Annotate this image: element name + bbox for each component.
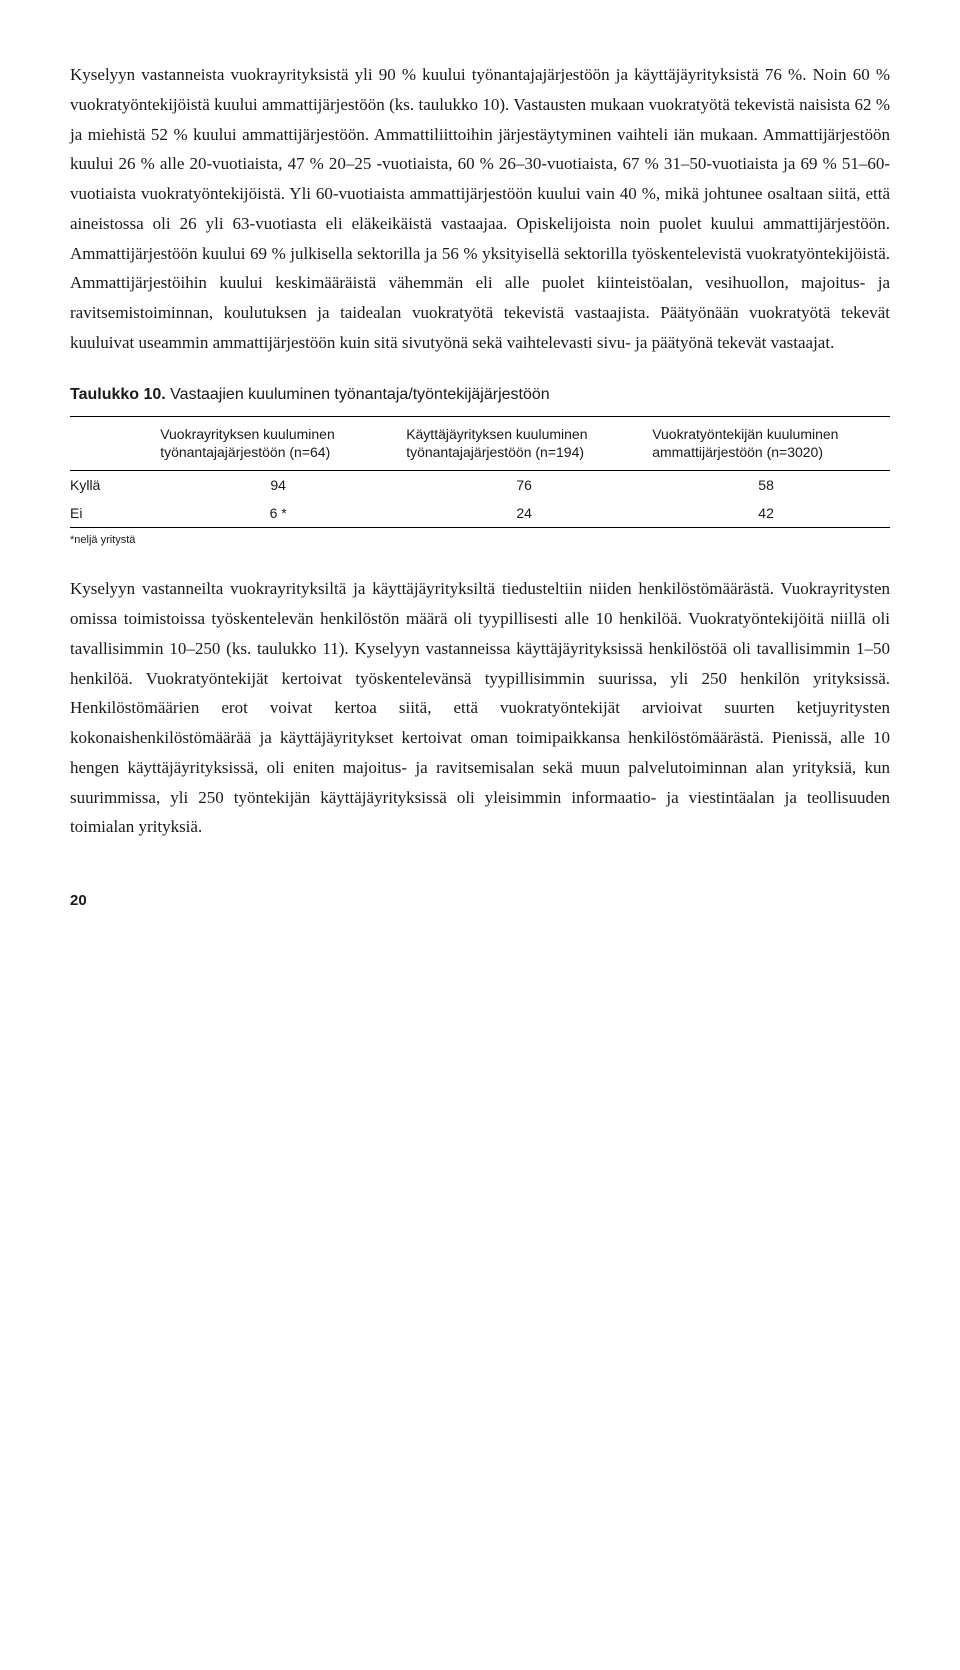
cell: 76 [406, 471, 652, 500]
table-footnote: *neljä yritystä [70, 534, 890, 546]
col-header-1: Vuokrayrityksen kuuluminen työnantajajär… [160, 416, 406, 471]
table-number: Taulukko 10. [70, 386, 166, 403]
cell: 24 [406, 499, 652, 528]
col-header-3: Vuokratyöntekijän kuuluminen ammattijärj… [652, 416, 890, 471]
paragraph-1: Kyselyyn vastanneista vuokrayrityksistä … [70, 60, 890, 358]
page-number: 20 [70, 892, 890, 909]
cell: 42 [652, 499, 890, 528]
table-caption: Vastaajien kuuluminen työnantaja/työntek… [166, 386, 550, 403]
row-label: Kyllä [70, 471, 160, 500]
table-row: Ei 6 * 24 42 [70, 499, 890, 528]
cell: 58 [652, 471, 890, 500]
col-header-2: Käyttäjäyrityksen kuuluminen työnantajaj… [406, 416, 652, 471]
table-header-row: Vuokrayrityksen kuuluminen työnantajajär… [70, 416, 890, 471]
col-header-empty [70, 416, 160, 471]
paragraph-2: Kyselyyn vastanneilta vuokrayrityksiltä … [70, 574, 890, 842]
cell: 94 [160, 471, 406, 500]
row-label: Ei [70, 499, 160, 528]
membership-table: Vuokrayrityksen kuuluminen työnantajajär… [70, 416, 890, 529]
cell: 6 * [160, 499, 406, 528]
table-title: Taulukko 10. Vastaajien kuuluminen työna… [70, 386, 890, 404]
table-row: Kyllä 94 76 58 [70, 471, 890, 500]
